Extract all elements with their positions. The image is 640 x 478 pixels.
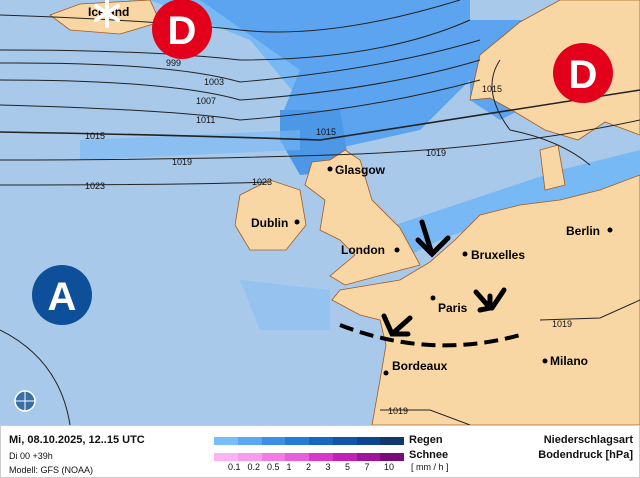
svg-text:D: D	[168, 9, 197, 53]
scale-tick: 7	[364, 462, 370, 472]
low-pressure-2: D	[553, 43, 613, 103]
front-line	[339, 323, 521, 348]
pressure-label: Bodendruck [hPa]	[538, 449, 633, 461]
arrow-icon	[415, 219, 451, 258]
forecast-date: Mi, 08.10.2025, 12..15 UTC	[9, 434, 145, 446]
wind-arrows	[381, 219, 507, 337]
precipitation	[80, 0, 640, 330]
label-bruxelles: Bruxelles	[471, 248, 525, 262]
legend: Mi, 08.10.2025, 12..15 UTC Di 00 +39h Mo…	[0, 425, 640, 478]
scale-swatch	[380, 453, 404, 461]
scale-swatch	[309, 453, 333, 461]
isobar-label: 1003	[204, 77, 224, 87]
globe-icon[interactable]	[14, 390, 36, 412]
scale-swatch	[285, 437, 309, 445]
arrow-icon	[381, 313, 413, 337]
label-berlin: Berlin	[566, 224, 600, 238]
isobar-label: 1007	[196, 96, 216, 106]
isobar-label: 1023	[85, 181, 105, 191]
high-pressure: A	[32, 265, 92, 325]
scale-tick: 10	[384, 462, 395, 472]
scale-tick: 0.2	[247, 462, 261, 472]
scale-tick: 0.1	[228, 462, 241, 472]
scale-swatch	[332, 453, 357, 461]
scale-swatch	[380, 437, 404, 445]
isobar-label: 1015	[85, 131, 105, 141]
scale-tick: 2	[306, 462, 312, 472]
isobars	[0, 0, 640, 425]
scale-swatch	[356, 437, 381, 445]
isobar-label: 999	[166, 58, 181, 68]
precip-type-label: Niederschlagsart	[543, 434, 633, 446]
scale-swatch	[237, 437, 262, 445]
snow-label: Schnee	[409, 449, 449, 461]
snow-icon	[94, 0, 120, 28]
weather-map: 999 1003 1007 1011 1015 1015 1015 1019 1…	[0, 0, 640, 425]
scale-swatch	[237, 453, 262, 461]
isobar-labels: 999 1003 1007 1011 1015 1015 1015 1019 1…	[85, 58, 572, 416]
rain-color-scale	[214, 437, 404, 445]
scale-swatch	[309, 437, 333, 445]
label-paris: Paris	[438, 301, 468, 315]
ireland	[234, 179, 307, 251]
snow-color-scale	[214, 453, 404, 461]
scale-swatch	[261, 453, 286, 461]
scale-tick: 0.5	[267, 462, 280, 472]
scale-tick: 5	[345, 462, 351, 472]
scale-tick: 1	[286, 462, 292, 472]
model-run: Di 00 +39h	[9, 451, 53, 461]
scale-swatch	[214, 453, 238, 461]
isobar-label: 1011	[196, 115, 215, 125]
model-name: Modell: GFS (NOAA)	[9, 465, 94, 475]
unit-label: [ mm / h ]	[411, 462, 449, 472]
svg-text:A: A	[48, 275, 77, 319]
label-bordeaux: Bordeaux	[392, 359, 448, 373]
isobar-label: 1015	[482, 84, 502, 94]
label-dublin: Dublin	[251, 216, 288, 230]
isobar-label: 1019	[172, 157, 192, 167]
label-london: London	[341, 243, 385, 257]
isobar-label: 1019	[426, 148, 446, 158]
isobar-label: 1019	[552, 319, 572, 329]
isobar-label: 1015	[316, 127, 336, 137]
isobar-label: 1023	[252, 177, 272, 187]
label-milano: Milano	[550, 354, 588, 368]
scale-swatch	[285, 453, 309, 461]
scale-swatch	[356, 453, 381, 461]
great-britain	[304, 149, 421, 286]
scale-swatch	[214, 437, 238, 445]
low-pressure-1: D	[152, 0, 212, 59]
denmark	[539, 144, 566, 191]
svg-text:D: D	[569, 53, 598, 97]
isobar-label: 1019	[388, 406, 408, 416]
arrow-icon	[489, 287, 507, 311]
scale-tick: 3	[325, 462, 331, 472]
scale-swatch	[332, 437, 357, 445]
rain-label: Regen	[409, 434, 443, 446]
label-glasgow: Glasgow	[335, 163, 386, 177]
scale-swatch	[261, 437, 286, 445]
